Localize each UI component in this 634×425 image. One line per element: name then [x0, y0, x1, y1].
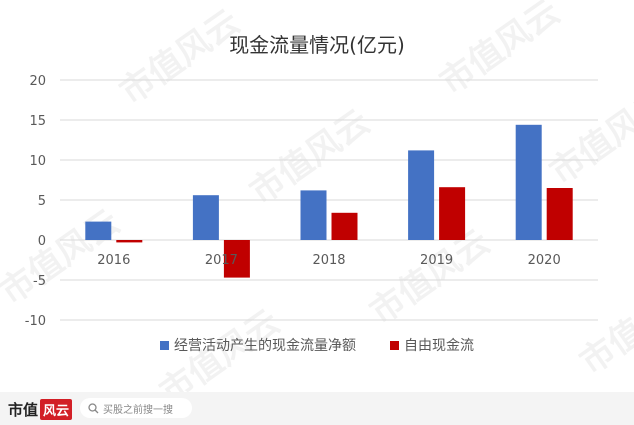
y-tick-label: 5: [38, 194, 46, 209]
logo-text: 市值: [8, 400, 39, 419]
y-tick-label: 10: [29, 154, 46, 169]
x-axis: 2016 2017 2018 2019 2020: [97, 253, 560, 268]
bar-free-cf-2020: [546, 188, 573, 240]
legend: 经营活动产生的现金流量净额 自由现金流: [160, 338, 474, 354]
y-axis: 20 15 10 5 0 -5 -10: [25, 74, 46, 329]
bar-operating-cf-2017: [192, 195, 219, 240]
gridlines: [60, 79, 598, 321]
bar-operating-cf-2018: [300, 190, 327, 240]
bar-free-cf-2016: [116, 240, 143, 243]
x-tick-label: 2017: [205, 253, 238, 268]
y-tick-label: 15: [29, 114, 46, 129]
bar-free-cf-2019: [439, 187, 466, 240]
x-tick-label: 2019: [420, 253, 453, 268]
bar-free-cf-2018: [331, 212, 358, 240]
legend-swatch: [390, 341, 399, 350]
chart-title: 现金流量情况(亿元): [229, 33, 405, 57]
legend-label: 经营活动产生的现金流量净额: [174, 338, 356, 354]
bar-operating-cf-2019: [408, 150, 435, 240]
bar-free-cf-2017: [223, 240, 250, 278]
bar-operating-cf-2020: [515, 124, 542, 240]
y-tick-label: -5: [33, 274, 46, 289]
y-tick-label: 20: [29, 74, 46, 89]
x-tick-label: 2020: [528, 253, 561, 268]
footer-bar: 市值 风云 买股之前搜一搜: [0, 392, 634, 425]
bars: [85, 124, 573, 278]
chart-area: 市值风云 市值风云 市值风云 市值风云 市值风云 市值风云 市值风云 市值风云 …: [0, 0, 634, 413]
legend-swatch: [160, 341, 169, 350]
legend-label: 自由现金流: [404, 338, 474, 354]
search-placeholder: 买股之前搜一搜: [103, 404, 173, 416]
y-tick-label: -10: [25, 314, 46, 329]
search-box[interactable]: 买股之前搜一搜: [80, 398, 192, 418]
x-tick-label: 2016: [97, 253, 130, 268]
logo-badge: 风云: [40, 398, 73, 420]
brand-logo[interactable]: 市值 风云: [8, 398, 73, 420]
x-tick-label: 2018: [312, 253, 345, 268]
search-icon: [88, 402, 99, 413]
y-tick-label: 0: [38, 234, 46, 249]
bar-operating-cf-2016: [85, 221, 112, 240]
